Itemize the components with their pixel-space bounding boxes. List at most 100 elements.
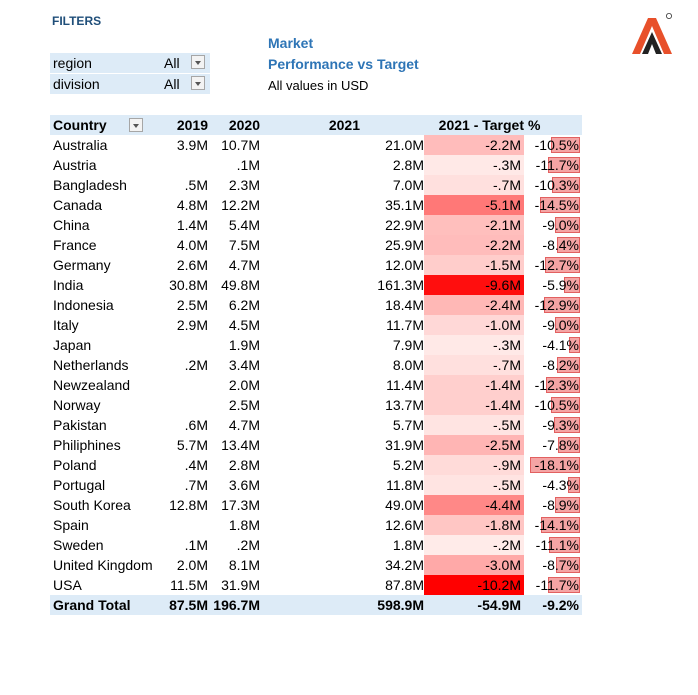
value-2019-cell: 3.9M xyxy=(176,137,208,153)
table-row: Australia 3.9M 10.7M 21.0M -2.2M -10.5% xyxy=(50,135,582,155)
filter-region-label: region xyxy=(53,55,92,71)
filter-division-value: All xyxy=(164,76,180,92)
value-2021-cell: 12.0M xyxy=(385,257,424,273)
pct-cell: -8.4% xyxy=(542,237,580,253)
value-2020-cell: 8.1M xyxy=(228,557,260,573)
pct-cell: -10.5% xyxy=(534,137,580,153)
table-row: Indonesia 2.5M 6.2M 18.4M -2.4M -12.9% xyxy=(50,295,582,315)
value-2019-cell: 5.7M xyxy=(176,437,208,453)
filter-region[interactable]: region All xyxy=(50,53,210,74)
country-cell: India xyxy=(53,277,84,293)
value-2019-cell xyxy=(160,155,208,175)
report-title-line1: Market xyxy=(268,35,314,51)
value-2019-cell xyxy=(160,375,208,395)
pct-cell: -9.0% xyxy=(542,217,580,233)
header-2020: 2020 xyxy=(208,115,260,135)
value-2021-cell: 5.7M xyxy=(392,417,424,433)
country-cell: Canada xyxy=(53,197,103,213)
pct-cell: -4.1% xyxy=(542,337,580,353)
value-2019-cell: .2M xyxy=(184,357,208,373)
table-row: Poland .4M 2.8M 5.2M -.9M -18.1% xyxy=(50,455,582,475)
pct-cell: -11.1% xyxy=(535,537,580,553)
table-row: India 30.8M 49.8M 161.3M -9.6M -5.9% xyxy=(50,275,582,295)
pct-cell: -18.1% xyxy=(524,455,582,475)
value-2020-cell: 12.2M xyxy=(221,197,260,213)
target-diff-cell: -1.0M xyxy=(424,315,524,335)
value-2019-cell: .5M xyxy=(184,177,208,193)
value-2019-cell: 2.5M xyxy=(176,297,208,313)
country-cell: Australia xyxy=(53,137,108,153)
country-cell: United Kingdom xyxy=(53,557,153,573)
table-header-row: Country 2019 2020 2021 2021 - Target % xyxy=(50,115,582,135)
country-cell: China xyxy=(53,217,90,233)
country-cell: South Korea xyxy=(53,497,131,513)
country-cell: Newzealand xyxy=(53,377,131,393)
value-2019-cell: 2.0M xyxy=(176,557,208,573)
target-diff-cell: -5.1M xyxy=(424,195,524,215)
header-2021-target: 2021 - Target xyxy=(424,115,524,135)
header-2021: 2021 xyxy=(260,115,424,135)
table-row: Germany 2.6M 4.7M 12.0M -1.5M -12.7% xyxy=(50,255,582,275)
target-diff-cell: -.3M xyxy=(424,335,524,355)
target-diff-cell: -2.5M xyxy=(424,435,524,455)
pct-data-bar xyxy=(540,197,580,213)
total-2021: 598.9M xyxy=(260,595,424,615)
value-2021-cell: 5.2M xyxy=(392,457,424,473)
filter-division-dropdown-icon[interactable] xyxy=(191,76,205,90)
value-2021-cell: 11.7M xyxy=(386,317,424,333)
value-2020-cell: 7.5M xyxy=(228,237,260,253)
pct-data-bar xyxy=(548,577,580,593)
value-2021-cell: 2.8M xyxy=(392,157,424,173)
table-row: Norway 2.5M 13.7M -1.4M -10.5% xyxy=(50,395,582,415)
value-2019-cell: 1.4M xyxy=(176,217,208,233)
pct-cell: -8.9% xyxy=(542,497,580,513)
market-table: Country 2019 2020 2021 2021 - Target % A… xyxy=(50,115,582,615)
country-cell: Austria xyxy=(53,157,97,173)
value-2019-cell: 11.5M xyxy=(170,577,208,593)
header-country[interactable]: Country xyxy=(50,115,160,135)
value-2020-cell: 5.4M xyxy=(228,217,260,233)
total-label: Grand Total xyxy=(50,595,160,615)
pct-data-bar xyxy=(564,277,580,293)
table-row: Portugal .7M 3.6M 11.8M -.5M -4.3% xyxy=(50,475,582,495)
value-2019-cell: .6M xyxy=(184,417,208,433)
pct-cell: -10.3% xyxy=(534,177,580,193)
country-cell: Poland xyxy=(53,457,97,473)
value-2020-cell: 3.6M xyxy=(228,477,260,493)
country-cell: Italy xyxy=(53,317,79,333)
value-2020-cell: .1M xyxy=(236,157,260,173)
value-2021-cell: 13.7M xyxy=(385,397,424,413)
value-2021-cell: 8.0M xyxy=(392,357,424,373)
value-2021-cell: 34.2M xyxy=(385,557,424,573)
value-2021-cell: 31.9M xyxy=(385,437,424,453)
value-2019-cell: 2.9M xyxy=(176,317,208,333)
value-2020-cell: 3.4M xyxy=(228,357,260,373)
target-diff-cell: -1.5M xyxy=(424,255,524,275)
pct-data-bar xyxy=(545,257,580,273)
pct-data-bar xyxy=(557,357,580,373)
country-cell: Portugal xyxy=(53,477,106,493)
table-row: Sweden .1M .2M 1.8M -.2M -11.1% xyxy=(50,535,582,555)
value-2019-cell: 4.0M xyxy=(176,237,208,253)
target-diff-cell: -.7M xyxy=(424,175,524,195)
country-filter-dropdown-icon[interactable] xyxy=(128,118,143,132)
grand-total-row: Grand Total 87.5M 196.7M 598.9M -54.9M -… xyxy=(50,595,582,615)
table-row: Netherlands .2M 3.4M 8.0M -.7M -8.2% xyxy=(50,355,582,375)
table-row: Austria .1M 2.8M -.3M -11.7% xyxy=(50,155,582,175)
pct-cell: -14.5% xyxy=(534,197,580,213)
value-2021-cell: 161.3M xyxy=(377,277,424,293)
header-pct: % xyxy=(524,115,582,135)
value-2019-cell: 12.8M xyxy=(169,497,208,513)
country-cell: Norway xyxy=(53,397,101,413)
filter-division[interactable]: division All xyxy=(50,74,210,95)
target-diff-cell: -.7M xyxy=(424,355,524,375)
total-pct: -9.2% xyxy=(524,595,582,615)
pct-cell: -8.2% xyxy=(542,357,580,373)
pct-cell: -7.8% xyxy=(542,437,580,453)
pct-cell: -9.0% xyxy=(542,317,580,333)
value-2019-cell: .7M xyxy=(184,477,208,493)
target-diff-cell: -2.2M xyxy=(424,135,524,155)
filter-region-dropdown-icon[interactable] xyxy=(191,55,205,69)
company-logo-icon xyxy=(632,13,673,54)
table-row: USA 11.5M 31.9M 87.8M -10.2M -11.7% xyxy=(50,575,582,595)
